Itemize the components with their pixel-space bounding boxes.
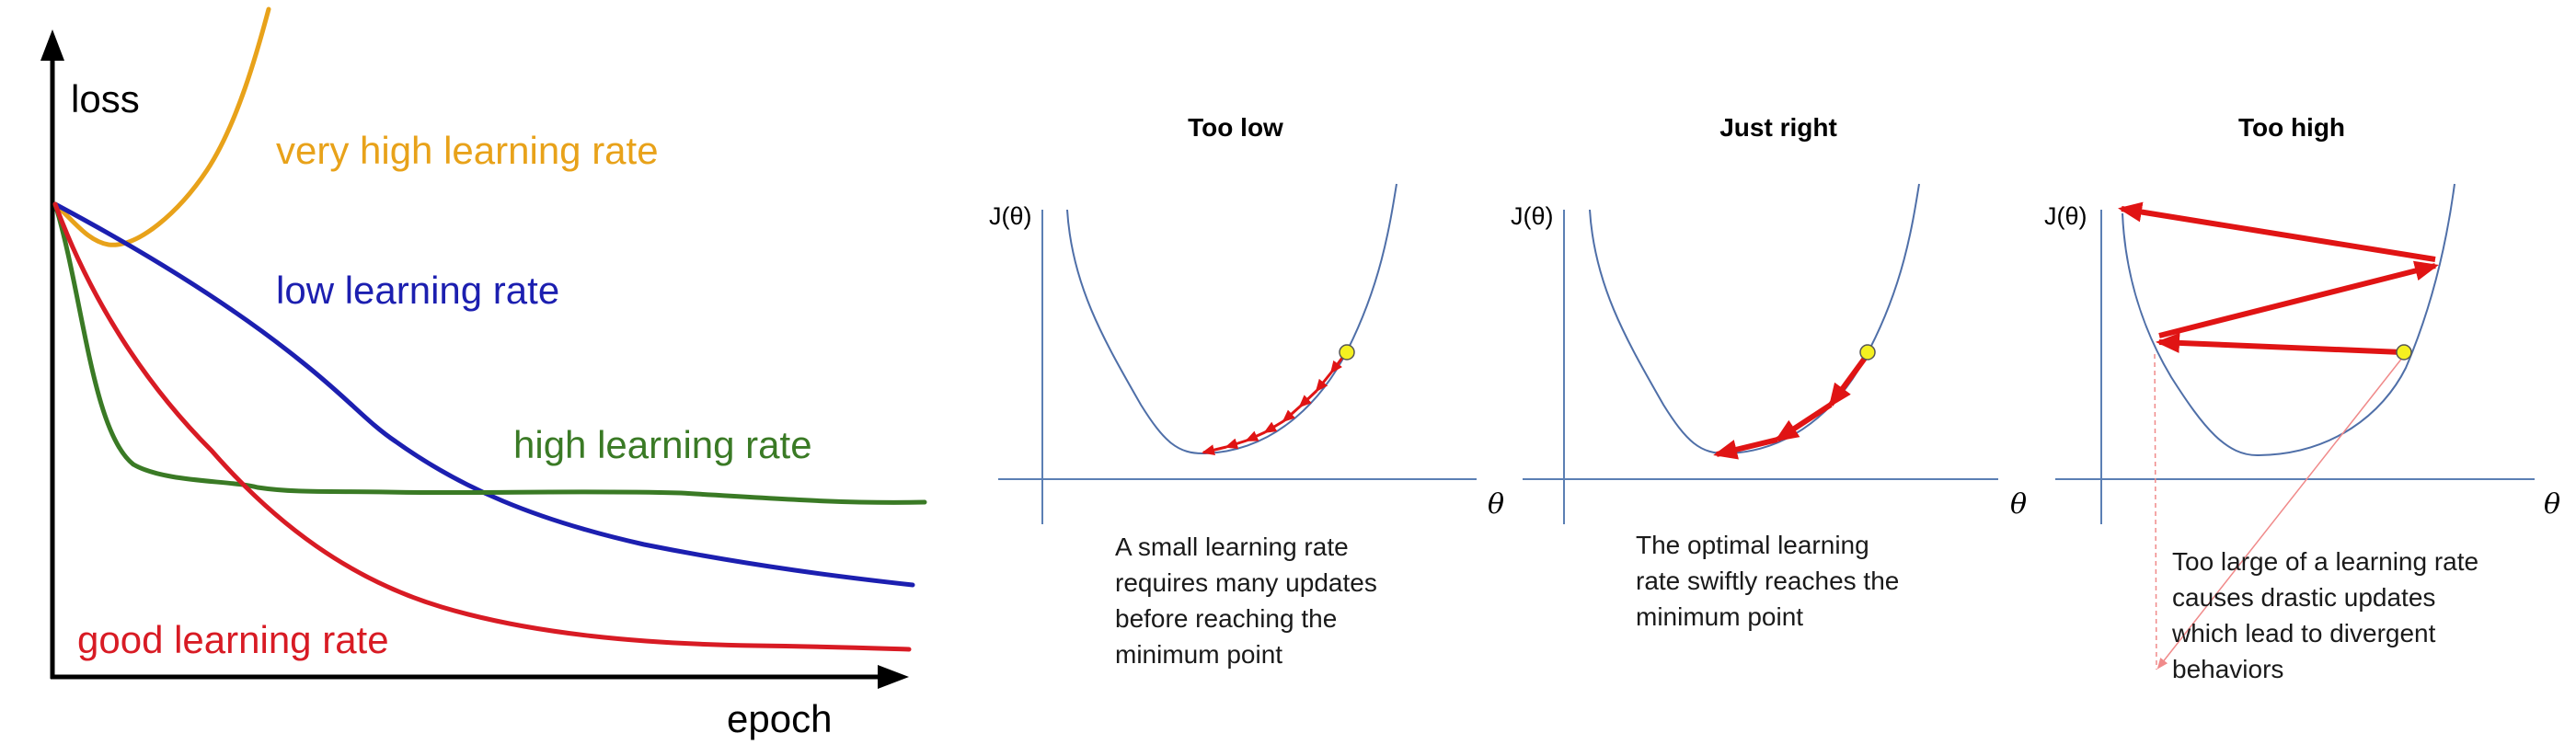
divergence-guide-diagonal [2156,356,2404,670]
theta-label: θ [2010,488,2027,521]
cost-curve [1589,183,1920,455]
theta-label: θ [2544,488,2560,521]
very-high-lr-curve [52,6,271,247]
j-theta-label: J(θ) [2044,202,2087,230]
legend-very-high-lr: very high learning rate [276,129,659,172]
good-lr-curve [52,201,912,652]
cost-curve [2122,183,2455,457]
caption: Too large of a learning rate causes dras… [2171,547,2486,683]
epoch-axis-label: epoch [727,697,832,740]
panel-title: Just right [1719,113,1837,142]
panel-too-high: Too high J(θ) θ Too large of a learning … [2044,113,2560,683]
loss-axis-label: loss [71,77,140,120]
loss-epoch-chart: loss epoch very high learning rate low l… [40,6,927,740]
j-theta-label: J(θ) [1511,202,1554,230]
theta-label: θ [1488,488,1504,521]
divergence-guide [2154,353,2157,670]
divergent-step-arrows [2118,201,2439,355]
j-theta-label: J(θ) [989,202,1032,230]
legend-low-lr: low learning rate [276,269,559,312]
start-point [2396,344,2412,361]
panel-title: Too low [1188,113,1283,142]
high-lr-curve [52,201,927,505]
large-step-arrows [1713,355,1869,460]
start-point [1339,344,1355,361]
panel-title: Too high [2238,113,2345,142]
caption: A small learning rate requires many upda… [1115,533,1385,669]
panel-just-right: Just right J(θ) θ The optimal learning r… [1511,113,2027,631]
legend-good-lr: good learning rate [77,618,389,661]
panel-too-low: Too low J(θ) θ A small learning rate req… [989,113,1504,669]
loss-y-axis-arrowhead [40,29,64,61]
low-lr-curve [52,201,915,588]
caption: The optimal learning rate swiftly reache… [1636,531,1906,631]
small-step-arrows [1202,353,1347,456]
legend-high-lr: high learning rate [513,423,812,466]
start-point [1859,344,1876,361]
cost-curve [1066,183,1397,455]
epoch-x-axis-arrowhead [878,665,909,689]
